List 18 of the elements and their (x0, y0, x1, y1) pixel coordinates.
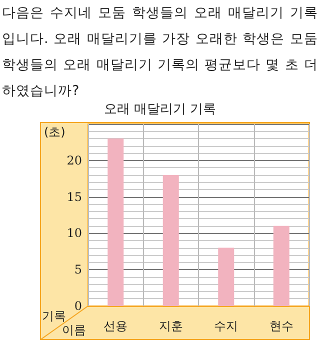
bar (108, 138, 124, 306)
x-tick-label: 현수 (269, 319, 294, 333)
bar (273, 226, 290, 306)
y-tick-label: 10 (66, 226, 82, 240)
text: 기록 (42, 308, 66, 325)
chart-subtitle: 다음은 수지네 모둠 학생들의 오래 매달리기 기록입니다. 오래 매달리기를 가장 오래한 학생은 모둠 학생들의 오래 매달리기 기록의 평균보다 몇 초 더 하였습니까? (2, 5, 318, 99)
y-tick-label: 5 (74, 262, 82, 277)
x-tick-label: 선용 (104, 319, 128, 333)
bar (218, 248, 234, 306)
bar (162, 174, 179, 306)
x-tick-label: 수지 (214, 319, 238, 333)
x-axis-title: 이름 (62, 322, 86, 339)
y-tick-label: 15 (66, 190, 82, 204)
y-tick-label: 20 (66, 153, 82, 168)
y-axis-title: (초) (44, 124, 66, 141)
y-tick-label: 0 (74, 299, 82, 313)
x-tick-label: 지훈 (158, 319, 183, 333)
chart-title: 오래 매달리기 기록 (104, 102, 216, 117)
